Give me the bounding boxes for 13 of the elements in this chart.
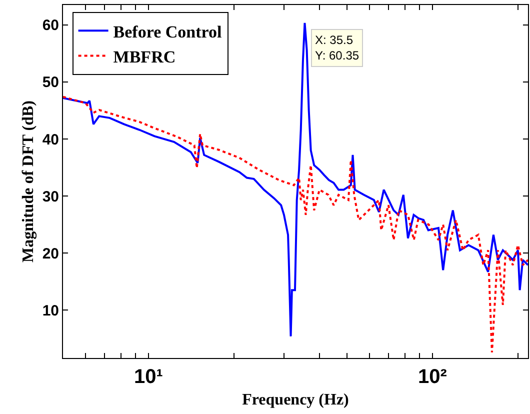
y-tick-label: 10 <box>42 302 59 320</box>
y-axis-title: Magnitude of DFT (dB) <box>20 100 38 262</box>
y-tick-label: 40 <box>42 131 59 148</box>
x-axis-title: Frequency (Hz) <box>242 392 349 409</box>
legend-label: MBFRC <box>113 47 176 66</box>
x-tick-label: 10¹ <box>134 366 164 388</box>
y-tick-label: 50 <box>42 74 59 92</box>
y-tick-label: 30 <box>42 188 59 206</box>
y-tick-label: 20 <box>42 245 59 262</box>
y-tick-label: 60 <box>42 17 59 34</box>
annotation: X: 35.5 Y: 60.35 <box>315 33 360 63</box>
x-tick-label: 10² <box>418 366 448 388</box>
legend-label: Before Control <box>113 22 222 42</box>
